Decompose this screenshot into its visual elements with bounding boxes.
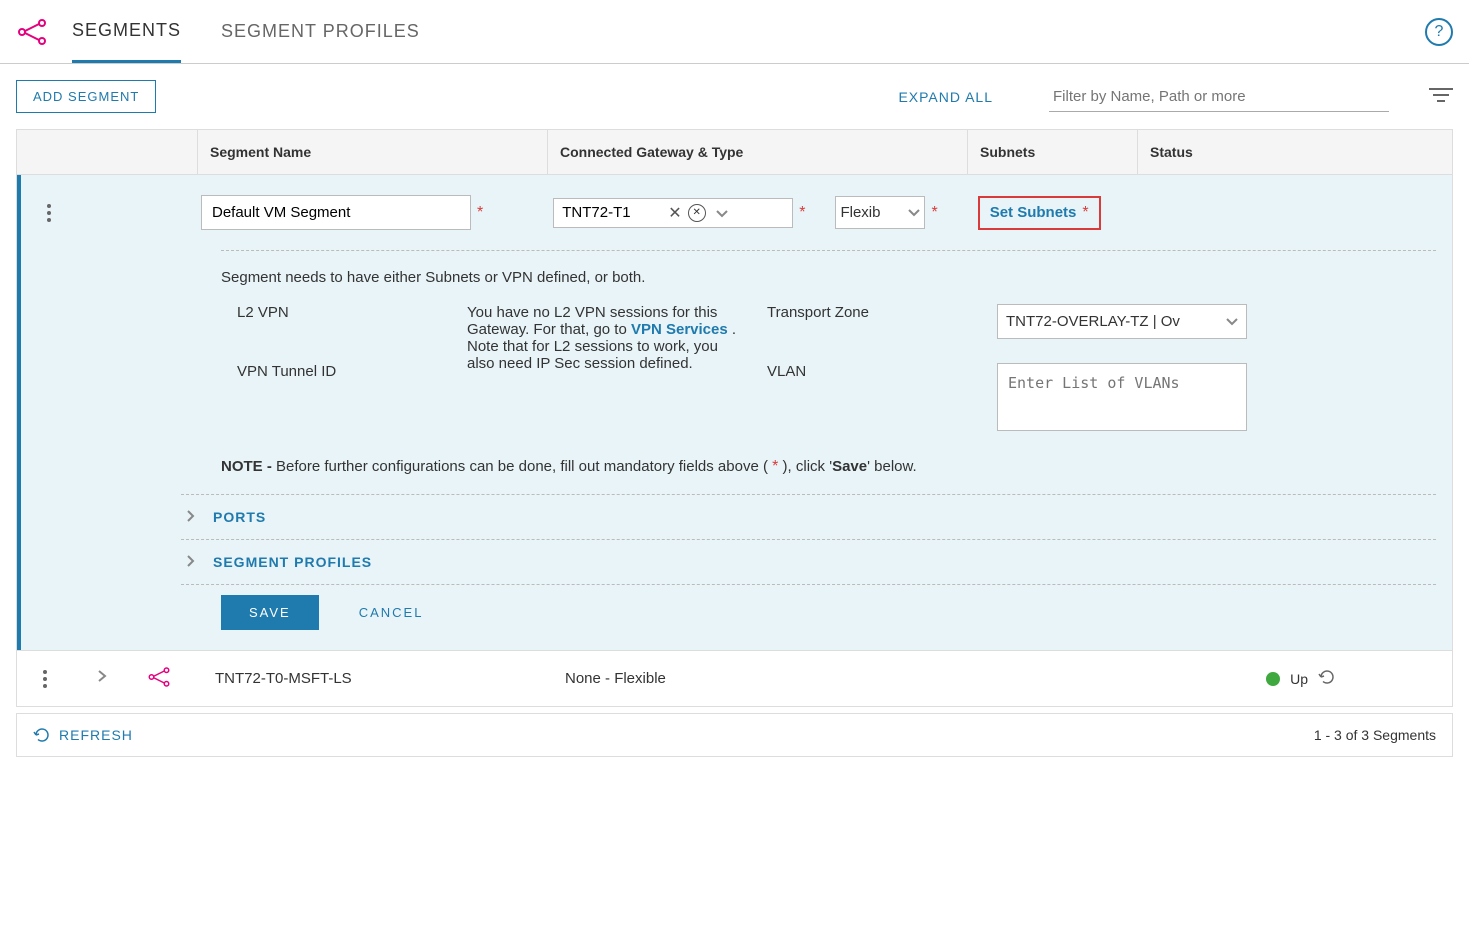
- vlan-cell: [997, 363, 1436, 434]
- page-header: SEGMENTS SEGMENT PROFILES ?: [0, 0, 1469, 64]
- vpn-tunnel-label: VPN Tunnel ID: [237, 363, 467, 380]
- segment-profiles-title: SEGMENT PROFILES: [213, 554, 372, 570]
- vlan-input[interactable]: [997, 363, 1247, 431]
- type-value: Flexib: [840, 204, 880, 221]
- segment-name-input[interactable]: [201, 195, 471, 230]
- refresh-button[interactable]: REFRESH: [33, 726, 133, 744]
- l2vpn-label: L2 VPN: [237, 304, 467, 321]
- add-segment-button[interactable]: ADD SEGMENT: [16, 80, 156, 113]
- refresh-status-icon[interactable]: [1318, 668, 1336, 689]
- tz-value: TNT72-OVERLAY-TZ | Ov: [1006, 313, 1180, 330]
- transport-zone-select[interactable]: TNT72-OVERLAY-TZ | Ov: [997, 304, 1247, 339]
- row-segment-name: TNT72-T0-MSFT-LS: [215, 670, 545, 687]
- refresh-label: REFRESH: [59, 727, 133, 743]
- th-status: Status: [1137, 130, 1452, 174]
- edit-row: * ✕ ✕ * Flexib * Set Subnets *: [17, 175, 1452, 650]
- vpn-services-link[interactable]: VPN Services: [631, 321, 728, 338]
- ports-title: PORTS: [213, 509, 266, 525]
- type-select[interactable]: Flexib: [835, 196, 925, 229]
- help-icon[interactable]: ?: [1425, 18, 1453, 46]
- status-up-icon: [1266, 672, 1280, 686]
- th-subnets: Subnets: [967, 130, 1137, 174]
- status-label: Up: [1290, 671, 1308, 687]
- th-gateway: Connected Gateway & Type: [547, 130, 967, 174]
- toolbar: ADD SEGMENT EXPAND ALL: [0, 64, 1469, 129]
- tab-segments[interactable]: SEGMENTS: [72, 0, 181, 63]
- row-actions-menu[interactable]: [33, 670, 57, 688]
- row-actions-menu[interactable]: [37, 204, 61, 222]
- segment-icon: [147, 665, 171, 692]
- table-footer: REFRESH 1 - 3 of 3 Segments: [16, 713, 1453, 757]
- set-subnets-button[interactable]: Set Subnets *: [978, 196, 1101, 230]
- expand-row-icon[interactable]: [97, 669, 107, 688]
- gateway-input[interactable]: [562, 204, 662, 221]
- required-asterisk-icon: *: [1082, 204, 1088, 222]
- main-tabs: SEGMENTS SEGMENT PROFILES: [72, 0, 1425, 63]
- clear-selection-icon[interactable]: ✕: [688, 204, 706, 222]
- l2vpn-text: You have no L2 VPN sessions for this Gat…: [467, 304, 767, 372]
- filter-icon[interactable]: [1429, 86, 1453, 107]
- note-line: NOTE - Before further configurations can…: [21, 434, 1452, 494]
- segment-profiles-section[interactable]: SEGMENT PROFILES: [181, 539, 1436, 585]
- th-blank: [17, 130, 197, 174]
- table-header: Segment Name Connected Gateway & Type Su…: [17, 130, 1452, 175]
- required-asterisk-icon: *: [477, 204, 483, 222]
- transport-zone-cell: TNT72-OVERLAY-TZ | Ov: [997, 304, 1436, 339]
- required-asterisk-icon: *: [799, 204, 805, 222]
- filter-input[interactable]: [1049, 82, 1389, 112]
- chevron-down-icon: [908, 204, 920, 221]
- segments-logo-icon: [16, 16, 48, 48]
- transport-zone-label: Transport Zone: [767, 304, 997, 321]
- table-row: TNT72-T0-MSFT-LS None - Flexible Up: [17, 650, 1452, 706]
- pagination-count: 1 - 3 of 3 Segments: [1314, 727, 1436, 743]
- cancel-button[interactable]: CANCEL: [359, 605, 424, 620]
- set-subnets-label: Set Subnets: [990, 204, 1077, 221]
- required-asterisk-icon: *: [931, 204, 937, 222]
- segments-table: Segment Name Connected Gateway & Type Su…: [16, 129, 1453, 707]
- chevron-right-icon: [181, 509, 201, 525]
- tab-segment-profiles[interactable]: SEGMENT PROFILES: [221, 0, 420, 63]
- ports-section[interactable]: PORTS: [181, 494, 1436, 539]
- expand-all-link[interactable]: EXPAND ALL: [898, 89, 993, 105]
- chevron-down-icon: [1226, 313, 1238, 330]
- th-segment-name: Segment Name: [197, 130, 547, 174]
- save-button[interactable]: SAVE: [221, 595, 319, 630]
- vlan-label: VLAN: [767, 363, 997, 380]
- chevron-down-icon[interactable]: [716, 205, 728, 221]
- gateway-select[interactable]: ✕ ✕: [553, 198, 793, 228]
- chevron-right-icon: [181, 554, 201, 570]
- clear-text-icon[interactable]: ✕: [668, 203, 681, 223]
- row-status: Up: [1266, 668, 1336, 689]
- subnet-vpn-info: Segment needs to have either Subnets or …: [21, 251, 1452, 304]
- row-gateway: None - Flexible: [565, 670, 985, 687]
